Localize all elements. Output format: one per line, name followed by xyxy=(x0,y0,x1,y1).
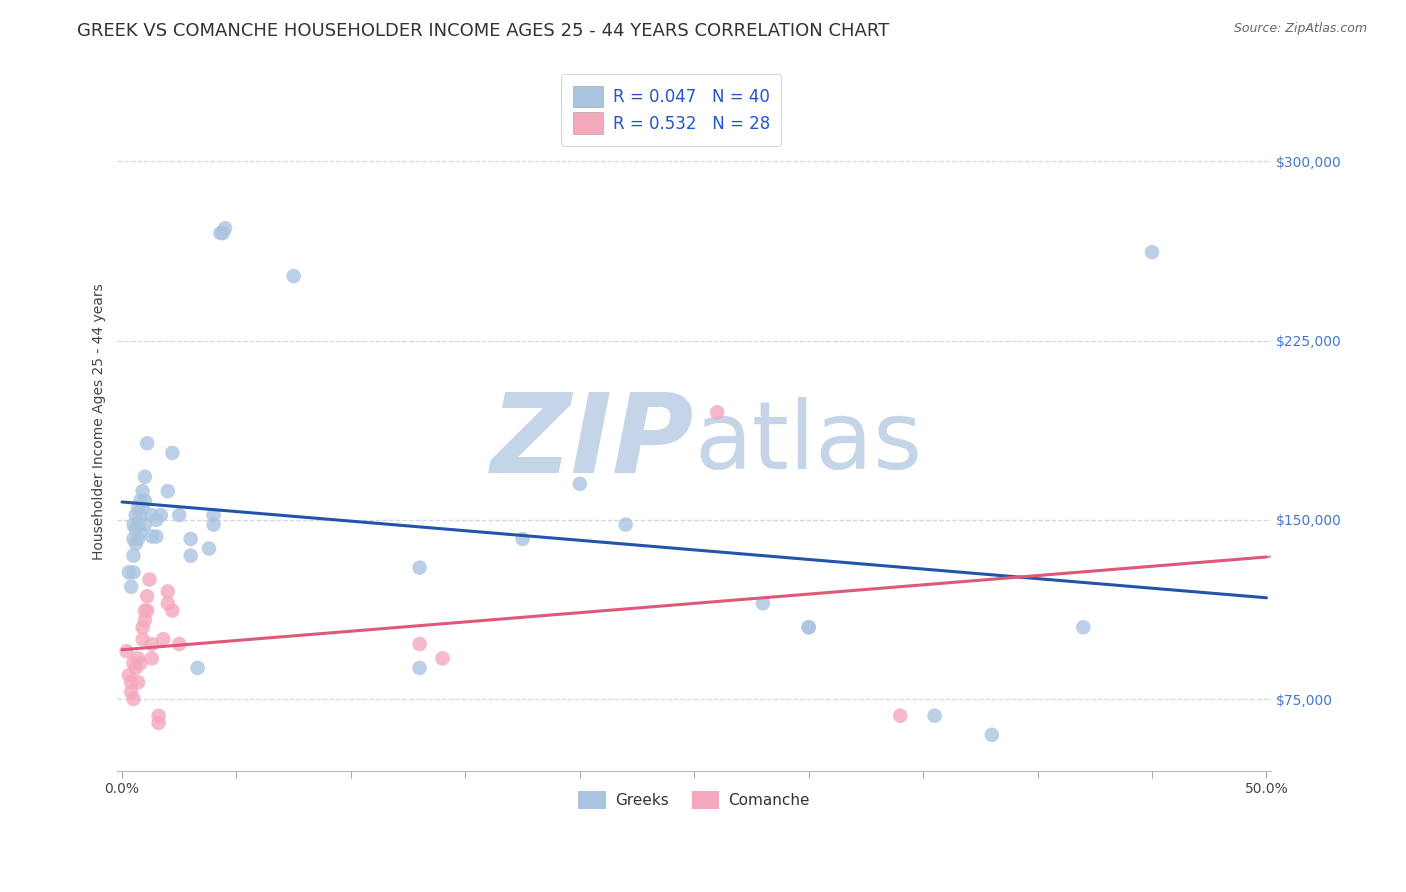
Point xyxy=(127,500,149,515)
Point xyxy=(1140,245,1163,260)
Point xyxy=(120,580,142,594)
Point xyxy=(162,446,184,460)
Point xyxy=(120,685,142,699)
Point xyxy=(145,513,167,527)
Point xyxy=(129,656,152,670)
Point xyxy=(706,405,728,419)
Point xyxy=(797,620,820,634)
Point xyxy=(202,508,225,522)
Point xyxy=(408,637,430,651)
Point xyxy=(202,517,225,532)
Point xyxy=(152,632,174,647)
Point xyxy=(145,529,167,543)
Point xyxy=(180,532,202,546)
Point xyxy=(408,560,430,574)
Point xyxy=(131,632,153,647)
Point xyxy=(187,661,209,675)
Legend: Greeks, Comanche: Greeks, Comanche xyxy=(572,784,815,815)
Point xyxy=(156,484,179,499)
Point xyxy=(122,656,145,670)
Point xyxy=(148,715,170,730)
Point xyxy=(125,661,148,675)
Point xyxy=(136,589,159,603)
Point xyxy=(125,522,148,536)
Point xyxy=(408,661,430,675)
Point xyxy=(127,517,149,532)
Point xyxy=(167,637,190,651)
Point xyxy=(122,566,145,580)
Point xyxy=(134,517,156,532)
Point xyxy=(162,604,184,618)
Point xyxy=(138,573,160,587)
Point xyxy=(214,221,236,235)
Point xyxy=(1073,620,1095,634)
Point xyxy=(752,596,775,610)
Point xyxy=(156,584,179,599)
Point xyxy=(136,436,159,450)
Point xyxy=(141,651,163,665)
Point xyxy=(131,484,153,499)
Point xyxy=(167,508,190,522)
Point xyxy=(283,269,305,284)
Point xyxy=(980,728,1002,742)
Point xyxy=(129,493,152,508)
Point xyxy=(120,675,142,690)
Point xyxy=(131,500,153,515)
Point xyxy=(122,549,145,563)
Point xyxy=(614,517,637,532)
Point xyxy=(122,532,145,546)
Point xyxy=(148,708,170,723)
Point xyxy=(149,508,172,522)
Point xyxy=(134,613,156,627)
Point xyxy=(198,541,221,556)
Point xyxy=(125,537,148,551)
Point xyxy=(129,524,152,539)
Point xyxy=(568,477,591,491)
Point xyxy=(127,675,149,690)
Point xyxy=(889,708,911,723)
Point xyxy=(924,708,946,723)
Point xyxy=(131,620,153,634)
Point xyxy=(122,692,145,706)
Point xyxy=(141,529,163,543)
Point xyxy=(141,637,163,651)
Point xyxy=(125,508,148,522)
Point xyxy=(122,517,145,532)
Point xyxy=(156,596,179,610)
Y-axis label: Householder Income Ages 25 - 44 years: Householder Income Ages 25 - 44 years xyxy=(93,284,107,560)
Text: ZIP: ZIP xyxy=(491,389,695,496)
Text: Source: ZipAtlas.com: Source: ZipAtlas.com xyxy=(1233,22,1367,36)
Text: GREEK VS COMANCHE HOUSEHOLDER INCOME AGES 25 - 44 YEARS CORRELATION CHART: GREEK VS COMANCHE HOUSEHOLDER INCOME AGE… xyxy=(77,22,890,40)
Point xyxy=(127,532,149,546)
Point xyxy=(797,620,820,634)
Point xyxy=(512,532,534,546)
Point xyxy=(118,566,141,580)
Point xyxy=(211,226,233,240)
Point xyxy=(136,604,159,618)
Point xyxy=(209,226,232,240)
Point xyxy=(134,493,156,508)
Point xyxy=(180,549,202,563)
Point xyxy=(134,604,156,618)
Point xyxy=(129,508,152,522)
Point xyxy=(115,644,138,658)
Point xyxy=(141,508,163,522)
Text: atlas: atlas xyxy=(695,397,922,489)
Point xyxy=(118,668,141,682)
Point xyxy=(134,470,156,484)
Point xyxy=(127,651,149,665)
Point xyxy=(432,651,454,665)
